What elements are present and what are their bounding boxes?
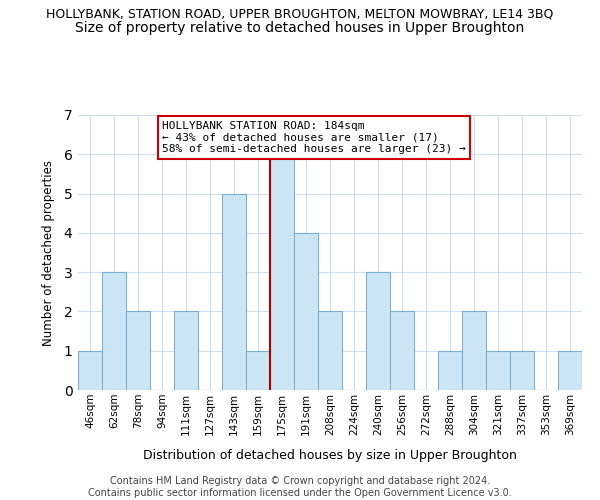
Text: HOLLYBANK STATION ROAD: 184sqm
← 43% of detached houses are smaller (17)
58% of : HOLLYBANK STATION ROAD: 184sqm ← 43% of … <box>162 121 466 154</box>
Bar <box>126 312 150 390</box>
Bar <box>294 233 318 390</box>
Bar <box>222 194 246 390</box>
Bar <box>318 312 342 390</box>
Bar <box>270 154 294 390</box>
Bar <box>246 350 270 390</box>
Bar <box>390 312 414 390</box>
Text: HOLLYBANK, STATION ROAD, UPPER BROUGHTON, MELTON MOWBRAY, LE14 3BQ: HOLLYBANK, STATION ROAD, UPPER BROUGHTON… <box>46 8 554 20</box>
Bar <box>438 350 462 390</box>
Bar <box>486 350 510 390</box>
Text: Contains HM Land Registry data © Crown copyright and database right 2024.
Contai: Contains HM Land Registry data © Crown c… <box>88 476 512 498</box>
Bar <box>78 350 102 390</box>
Bar <box>174 312 198 390</box>
X-axis label: Distribution of detached houses by size in Upper Broughton: Distribution of detached houses by size … <box>143 449 517 462</box>
Text: Size of property relative to detached houses in Upper Broughton: Size of property relative to detached ho… <box>76 21 524 35</box>
Bar <box>366 272 390 390</box>
Bar <box>558 350 582 390</box>
Bar <box>510 350 534 390</box>
Bar <box>462 312 486 390</box>
Y-axis label: Number of detached properties: Number of detached properties <box>42 160 55 346</box>
Bar <box>102 272 126 390</box>
